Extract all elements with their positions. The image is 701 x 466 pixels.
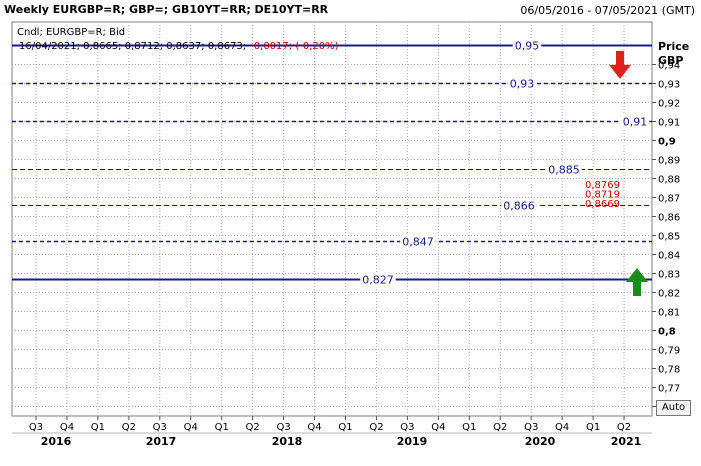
x-quarter-label: Q1 (586, 422, 600, 433)
x-quarter-label: Q1 (338, 422, 352, 433)
grid-lines (12, 64, 656, 407)
x-quarter-label: Q2 (246, 422, 260, 433)
price-annotation: 0,8719 (585, 189, 620, 200)
date-range: 06/05/2016 - 07/05/2021 (GMT) (520, 4, 695, 17)
instrument-legend: Cndl; EURGBP=R; Bid (17, 27, 125, 38)
x-quarter-label: Q2 (122, 422, 136, 433)
x-quarter-label: Q3 (276, 422, 290, 433)
x-axis: Q3 Q4 Q1 Q2 Q3 Q4 Q1 Q2 Q3 Q4 Q1 Q2 Q3 Q4 Q1 Q2 Q3 Q4 Q1 Q2… (12, 22, 652, 448)
y-tick-label: 0,81 (658, 308, 680, 319)
x-quarter-label: Q4 (431, 422, 445, 433)
y-axis-unit: GBP (658, 54, 683, 67)
y-tick-label: 0,78 (658, 365, 680, 376)
y-tick-label: 0,87 (658, 194, 680, 205)
y-axis-title: Price (658, 40, 689, 53)
x-quarter-label: Q3 (524, 422, 538, 433)
last-bar-change: -0,0017; (-0,20%) (250, 41, 338, 52)
x-quarter-label: Q1 (91, 422, 105, 433)
level-label: 0,885 (548, 164, 580, 177)
auto-scale-button[interactable]: Auto (656, 400, 691, 416)
x-quarter-label: Q1 (215, 422, 229, 433)
level-label-bg (400, 234, 436, 250)
level-label-bg (360, 272, 396, 288)
y-tick-label: 0,92 (658, 99, 680, 110)
red-down-arrow (609, 50, 631, 79)
y-tick-label: 0,8 (658, 327, 676, 338)
x-quarter-label: Q2 (493, 422, 507, 433)
chart-title: Weekly EURGBP=R; GBP=; GB10YT=RR; DE10YT… (4, 3, 329, 16)
y-tick-label: 0,82 (658, 289, 680, 300)
y-tick-label: 0,94 (658, 61, 680, 72)
level-label-bg (546, 162, 582, 178)
level-label-bg (501, 198, 537, 214)
x-year-label: 2020 (525, 435, 556, 448)
level-label-bg (507, 76, 537, 92)
x-year-label: 2021 (611, 435, 642, 448)
x-year-label: 2017 (146, 435, 177, 448)
y-tick-label: 0,86 (658, 213, 680, 224)
price-annotation: 0,8769 (585, 180, 620, 191)
y-tick-label: 0,83 (658, 270, 680, 281)
level-label: 0,847 (402, 236, 434, 249)
y-tick-label: 0,84 (658, 251, 680, 262)
level-label: 0,827 (362, 274, 394, 287)
x-quarter-label: Q3 (400, 422, 414, 433)
y-tick-label: 0,88 (658, 175, 680, 186)
y-tick-label: 0,85 (658, 232, 680, 243)
y-tick-label: 0,79 (658, 346, 680, 357)
x-year-label: 2016 (41, 435, 72, 448)
x-quarter-label: Q1 (462, 422, 476, 433)
y-tick-label: 0,91 (658, 118, 680, 129)
x-year-label: 2019 (397, 435, 428, 448)
x-quarter-label: Q2 (617, 422, 631, 433)
y-tick-label: 0,89 (658, 156, 680, 167)
level-label: 0,866 (503, 200, 535, 213)
x-quarter-label: Q3 (29, 422, 43, 433)
price-annotation: 0,8669 (585, 199, 620, 210)
x-quarter-label: Q4 (60, 422, 74, 433)
x-quarter-label: Q4 (555, 422, 569, 433)
level-label-bg (512, 38, 542, 54)
x-quarter-label: Q3 (153, 422, 167, 433)
level-label: 0,91 (623, 116, 648, 129)
x-quarter-label: Q4 (184, 422, 198, 433)
y-tick-label: 0,77 (658, 384, 680, 395)
last-bar-values: 16/04/2021; 0,8665; 0,8712; 0,8637; 0,86… (19, 41, 246, 52)
level-label: 0,95 (515, 40, 540, 53)
x-quarter-label: Q4 (307, 422, 321, 433)
y-tick-label: 0,93 (658, 80, 680, 91)
x-year-label: 2018 (272, 435, 303, 448)
green-up-arrow (626, 267, 648, 296)
x-quarter-label: Q2 (369, 422, 383, 433)
plot-frame (11, 21, 653, 417)
level-label-bg (620, 114, 650, 130)
y-tick-label: 0,9 (658, 137, 676, 148)
level-label: 0,93 (510, 78, 535, 91)
